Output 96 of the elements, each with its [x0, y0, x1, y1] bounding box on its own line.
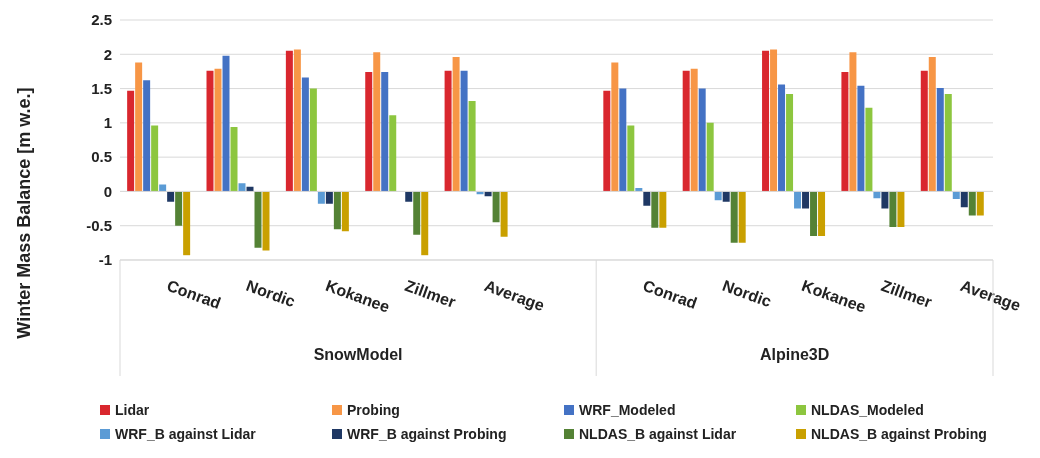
- bar: [810, 191, 818, 236]
- bar: [381, 72, 389, 192]
- bar: [920, 70, 928, 192]
- bar: [659, 191, 667, 228]
- bar: [643, 191, 651, 206]
- bar: [206, 70, 214, 192]
- bar: [151, 125, 159, 192]
- bar: [373, 52, 381, 192]
- bar: [333, 191, 341, 230]
- bar: [444, 70, 452, 192]
- y-axis-title: Winter Mass Balance [m w.e.]: [14, 87, 34, 339]
- bar: [762, 50, 770, 192]
- text: SnowModel: [313, 346, 403, 363]
- text: Alpine3D: [759, 346, 830, 363]
- bar: [889, 191, 897, 228]
- y-tick-label: 2.5: [91, 11, 112, 29]
- legend-label: WRF_B against Lidar: [115, 426, 256, 442]
- bar: [293, 49, 301, 192]
- bar: [254, 191, 262, 248]
- bar: [952, 191, 960, 199]
- bar: [968, 191, 976, 216]
- bar: [881, 191, 889, 209]
- bar: [460, 70, 468, 192]
- y-tick-label: 1: [103, 114, 112, 132]
- bar: [770, 49, 778, 192]
- bar: [976, 191, 984, 216]
- y-tick-label: 0: [103, 182, 112, 200]
- bar: [698, 88, 706, 192]
- bar: [849, 52, 857, 192]
- bar: [936, 87, 944, 192]
- bar: [857, 85, 865, 192]
- bar: [285, 50, 293, 192]
- bar: [183, 191, 191, 256]
- bar: [405, 191, 413, 202]
- bar: [468, 100, 476, 192]
- y-tick-label: 0.5: [91, 148, 112, 166]
- bar: [167, 191, 175, 202]
- bar: [944, 94, 952, 192]
- legend-label: Probing: [347, 402, 400, 418]
- bar: [341, 191, 349, 232]
- y-tick-label: -0.5: [86, 217, 112, 235]
- bar: [214, 68, 222, 192]
- bar: [309, 88, 317, 192]
- bar: [865, 107, 873, 192]
- bar: [611, 62, 619, 192]
- bar: [928, 57, 936, 192]
- bar: [389, 115, 397, 192]
- bar: [175, 191, 183, 226]
- legend-label: WRF_Modeled: [579, 402, 676, 418]
- bar: [421, 191, 429, 256]
- bar: [135, 62, 143, 192]
- bar: [897, 191, 905, 228]
- x-tick-label: Zillmer: [878, 276, 935, 311]
- bar: [603, 90, 611, 192]
- bar: [222, 55, 230, 192]
- bar: [794, 191, 802, 209]
- bar: [778, 84, 786, 192]
- bar: [682, 70, 690, 192]
- bar: [714, 191, 722, 201]
- bar: [413, 191, 421, 235]
- bar: [706, 122, 714, 192]
- x-tick-label: Nordic: [244, 276, 298, 311]
- legend-label: NLDAS_B against Probing: [811, 426, 987, 442]
- bar: [651, 191, 659, 228]
- bar: [492, 191, 500, 223]
- bar: [230, 126, 238, 192]
- bar: [722, 191, 730, 202]
- bar: [325, 191, 333, 204]
- bar: [786, 94, 794, 192]
- x-tick-label: Nordic: [720, 276, 774, 311]
- legend-label: NLDAS_B against Lidar: [579, 426, 737, 442]
- legend-label: NLDAS_Modeled: [811, 402, 924, 418]
- bar: [738, 191, 746, 243]
- legend-label: Lidar: [115, 402, 150, 418]
- y-tick-label: 2: [103, 45, 112, 63]
- bar: [730, 191, 738, 243]
- bar: [127, 90, 135, 192]
- bar: [365, 72, 373, 192]
- bar: [627, 125, 635, 192]
- bar: [818, 191, 826, 236]
- legend-label: WRF_B against Probing: [347, 426, 507, 442]
- bar: [452, 57, 460, 192]
- bar: [317, 191, 325, 204]
- y-tick-label: -1: [98, 251, 112, 269]
- bar: [960, 191, 968, 208]
- bar: [841, 72, 849, 192]
- bar: [619, 88, 627, 192]
- bar: [238, 183, 246, 192]
- bar: [802, 191, 810, 209]
- bar: [262, 191, 270, 251]
- bar: [500, 191, 508, 237]
- bar: [301, 77, 309, 192]
- x-tick-label: Zillmer: [402, 276, 458, 311]
- bar: [690, 68, 698, 192]
- bar: [143, 80, 151, 192]
- y-tick-label: 1.5: [91, 79, 112, 97]
